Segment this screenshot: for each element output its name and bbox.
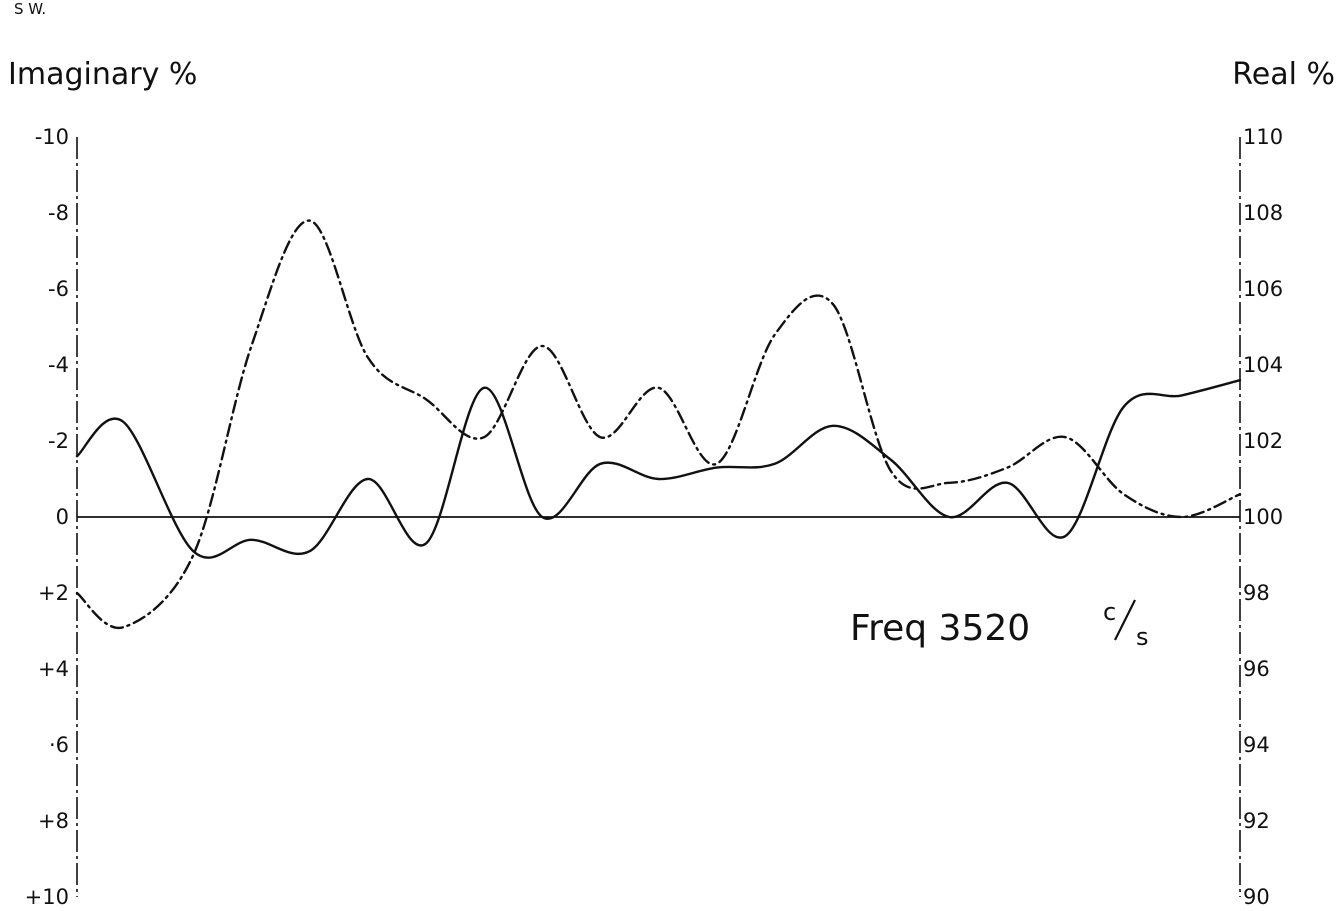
left-tick-label: +10 [25, 885, 69, 909]
right-tick-label: 100 [1243, 505, 1283, 529]
right-axis-title: Real % [1232, 57, 1335, 92]
unit-fraction-slash [1114, 599, 1136, 641]
unit-denominator: s [1136, 623, 1149, 651]
real-series-line [75, 379, 1242, 559]
right-axis-ticks: 90 92 94 96 98 100 102 104 106 108 110 [1243, 125, 1283, 909]
left-tick-label: ·6 [49, 733, 69, 757]
left-tick-label: -4 [48, 353, 69, 377]
left-tick-label: +8 [38, 809, 69, 833]
right-tick-label: 94 [1243, 733, 1270, 757]
left-tick-label: -8 [48, 201, 69, 225]
corner-label: S W. [14, 0, 46, 18]
right-tick-label: 96 [1243, 657, 1270, 681]
left-tick-label: +2 [38, 581, 69, 605]
right-tick-label: 108 [1243, 201, 1283, 225]
right-tick-label: 92 [1243, 809, 1270, 833]
left-tick-label: 0 [56, 505, 69, 529]
right-tick-label: 90 [1243, 885, 1270, 909]
series [75, 219, 1242, 630]
right-tick-label: 110 [1243, 125, 1283, 149]
frequency-annotation: Freq 3520 [850, 608, 1030, 649]
right-tick-label: 106 [1243, 277, 1283, 301]
axes [76, 137, 1241, 897]
left-tick-label: -10 [35, 125, 69, 149]
unit-numerator: c [1103, 598, 1116, 626]
frequency-annotation-text: Freq 3520 [850, 608, 1030, 649]
imaginary-series-line [75, 219, 1242, 630]
left-axis-ticks: -10 -8 -6 -4 -2 0 +2 +4 ·6 +8 +10 [25, 125, 69, 909]
left-tick-label: -6 [48, 277, 69, 301]
left-tick-label: +4 [38, 657, 69, 681]
left-axis-title: Imaginary % [8, 57, 197, 92]
right-tick-label: 98 [1243, 581, 1270, 605]
right-tick-label: 102 [1243, 429, 1283, 453]
left-tick-label: -2 [48, 429, 69, 453]
right-tick-label: 104 [1243, 353, 1283, 377]
